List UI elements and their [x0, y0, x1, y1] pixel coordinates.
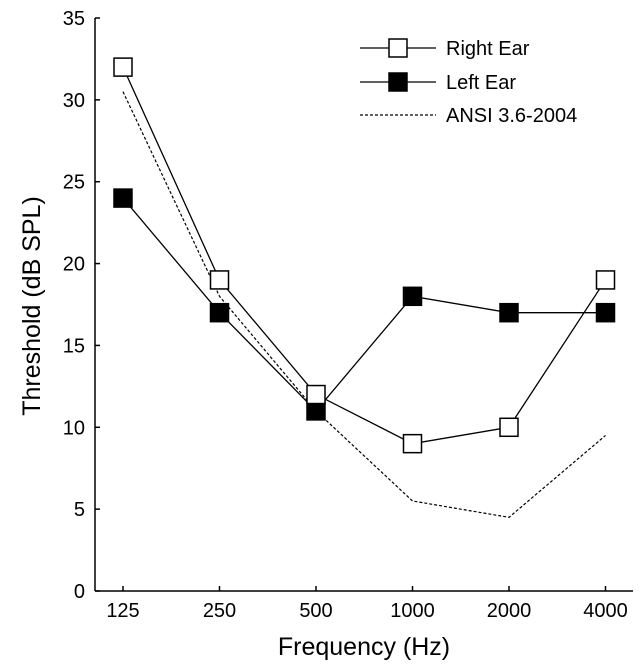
- legend-ansi-3-6-2004-label: ANSI 3.6-2004: [446, 105, 577, 127]
- legend-right-ear-label: Right Ear: [446, 38, 530, 60]
- y-tick-label: 35: [63, 8, 85, 30]
- right-ear-line: [122, 66, 607, 445]
- x-axis-title: Frequency (Hz): [278, 633, 450, 661]
- right-ear-marker: [306, 384, 326, 405]
- right-ear-marker: [209, 270, 230, 290]
- x-tick-label: 125: [106, 600, 139, 622]
- x-tick-label: 500: [299, 600, 332, 622]
- left-ear-marker: [595, 302, 616, 323]
- x-tick-label: 2000: [487, 600, 532, 622]
- legend-left-ear-marker: [388, 72, 408, 92]
- y-tick-label: 15: [63, 335, 85, 357]
- x-tick-label: 1000: [390, 600, 435, 622]
- left-ear-marker: [306, 401, 326, 421]
- left-ear-marker: [113, 188, 133, 208]
- legend: Right Ear Left Ear ANSI 3.6-2004: [360, 38, 577, 127]
- series-group: [113, 57, 616, 518]
- x-ticks: 125 250 500 1000 2000 4000: [106, 586, 628, 622]
- right-ear-marker: [113, 57, 133, 77]
- axes: [94, 18, 633, 592]
- y-tick-label: 10: [63, 417, 85, 439]
- right-ear-marker: [595, 270, 616, 290]
- y-tick-label: 0: [74, 581, 85, 603]
- y-axis-title: Threshold (dB SPL): [18, 196, 46, 416]
- left-ear-line: [122, 197, 606, 412]
- y-tick-label: 30: [63, 90, 85, 112]
- y-tick-label: 5: [74, 499, 85, 521]
- x-tick-label: 250: [203, 600, 236, 622]
- y-ticks: 0 5 10 15 20 25 30 35: [63, 8, 100, 603]
- x-tick-label: 4000: [583, 600, 628, 622]
- left-ear-marker: [209, 302, 230, 323]
- legend-right-ear-marker: [388, 38, 408, 58]
- legend-left-ear-label: Left Ear: [446, 72, 516, 94]
- right-ear-marker: [402, 433, 423, 454]
- ansi-3-6-2004-line: [122, 91, 606, 518]
- y-tick-label: 25: [63, 172, 85, 194]
- right-ear-marker: [499, 417, 519, 438]
- y-tick-label: 20: [63, 254, 85, 276]
- left-ear-marker: [499, 302, 519, 323]
- left-ear-marker: [402, 286, 423, 307]
